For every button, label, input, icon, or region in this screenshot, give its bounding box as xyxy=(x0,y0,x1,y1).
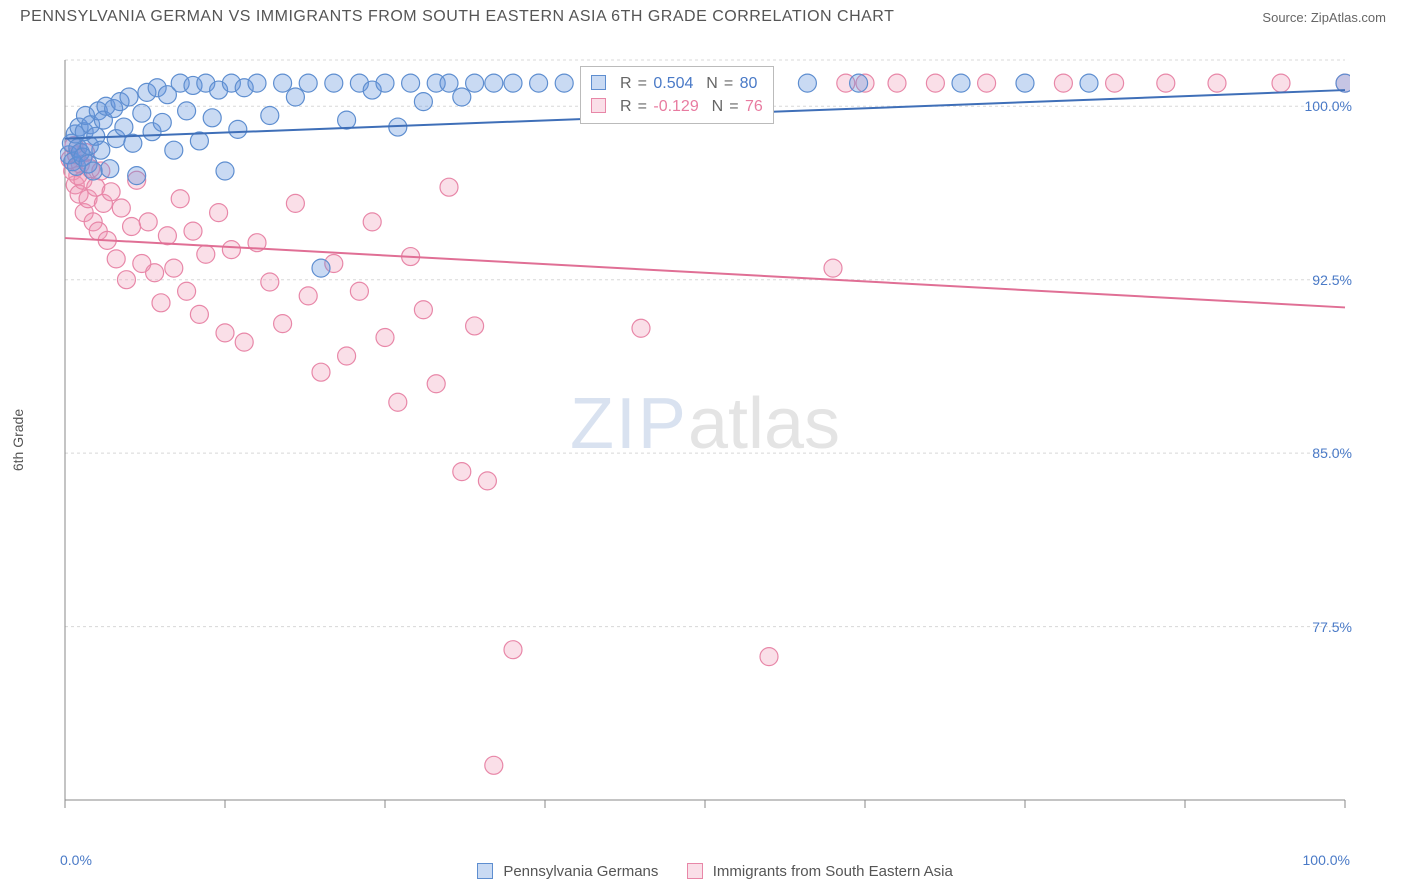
chart-title: PENNSYLVANIA GERMAN VS IMMIGRANTS FROM S… xyxy=(20,8,894,26)
legend-label-2: Immigrants from South Eastern Asia xyxy=(713,863,953,880)
source: Source: ZipAtlas.com xyxy=(1262,10,1386,25)
legend-label-1: Pennsylvania Germans xyxy=(503,863,658,880)
scatter-plot xyxy=(60,50,1350,830)
stats-box: R= 0.504 N= 80R= -0.129 N= 76 xyxy=(580,66,774,124)
y-axis-label: 6th Grade xyxy=(10,409,26,471)
source-link[interactable]: ZipAtlas.com xyxy=(1311,10,1386,25)
source-label: Source: xyxy=(1262,10,1307,25)
legend-swatch-blue xyxy=(477,863,493,879)
legend-swatch-pink xyxy=(687,863,703,879)
stats-row-blue: R= 0.504 N= 80 xyxy=(591,72,763,95)
plot-area: ZIPatlas R= 0.504 N= 80R= -0.129 N= 76 7… xyxy=(60,50,1350,830)
stats-row-pink: R= -0.129 N= 76 xyxy=(591,95,763,118)
y-tick-label: 100.0% xyxy=(1305,98,1352,114)
title-bar: PENNSYLVANIA GERMAN VS IMMIGRANTS FROM S… xyxy=(0,0,1406,30)
y-tick-label: 85.0% xyxy=(1312,445,1352,461)
y-tick-label: 77.5% xyxy=(1312,619,1352,635)
bottom-legend: Pennsylvania Germans Immigrants from Sou… xyxy=(0,863,1406,880)
y-tick-label: 92.5% xyxy=(1312,272,1352,288)
